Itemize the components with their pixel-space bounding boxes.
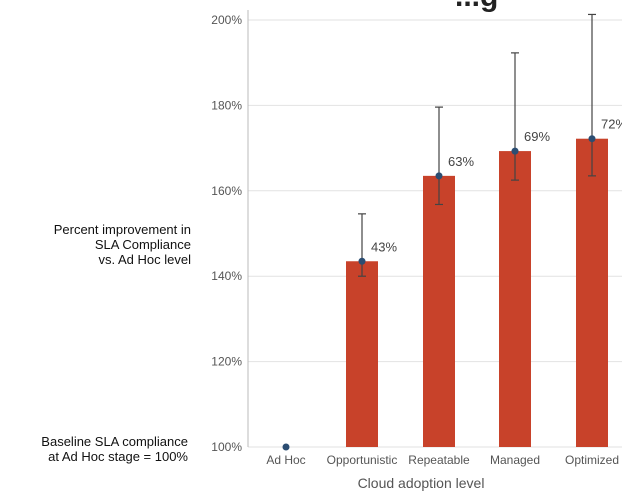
bar <box>499 151 531 448</box>
data-point <box>588 135 596 143</box>
error-bars <box>358 13 596 277</box>
y-axis-label-line: vs. Ad Hoc level <box>98 252 192 267</box>
y-axis-label-line: Percent improvement in <box>53 222 191 237</box>
y-tick-label: 180% <box>211 98 242 112</box>
x-tick-label: Opportunistic <box>327 453 398 467</box>
y-tick-label: 140% <box>211 269 242 283</box>
data-label: 43% <box>371 239 397 254</box>
chart-title: ...g <box>455 0 498 13</box>
bar <box>423 175 455 448</box>
data-label: 72% <box>601 117 622 132</box>
baseline-note-line: at Ad Hoc stage = 100% <box>48 449 188 464</box>
baseline-note: Baseline SLA compliance at Ad Hoc stage … <box>0 434 188 464</box>
bar <box>346 261 378 447</box>
baseline-note-line: Baseline SLA compliance <box>41 434 188 449</box>
x-tick-label: Repeatable <box>408 453 470 467</box>
data-label: 63% <box>448 154 474 169</box>
data-point <box>435 172 443 180</box>
y-axis-label-line: SLA Compliance <box>94 237 191 252</box>
data-point <box>358 257 366 265</box>
data-labels: 43% 63% 69% 72% <box>371 117 622 255</box>
bars <box>346 138 608 448</box>
x-tick-label: Managed <box>490 453 540 467</box>
x-tick-label: Ad Hoc <box>266 453 305 467</box>
y-tick-label: 120% <box>211 355 242 369</box>
x-tick-label: Optimized <box>565 453 619 467</box>
y-tick-label: 100% <box>211 440 242 454</box>
bar <box>576 138 608 447</box>
points <box>282 135 596 451</box>
y-tick-label: 160% <box>211 184 242 198</box>
axes: 100% 120% 140% 160% 180% 200% Ad Hoc Opportunis… <box>211 10 619 467</box>
y-tick-label: 200% <box>211 13 242 27</box>
data-point <box>511 147 519 155</box>
data-label: 69% <box>524 129 550 144</box>
y-axis-label: Percent improvement in SLA Compliance vs… <box>1 222 191 267</box>
x-axis-title: Cloud adoption level <box>358 475 485 491</box>
data-point <box>282 443 290 451</box>
